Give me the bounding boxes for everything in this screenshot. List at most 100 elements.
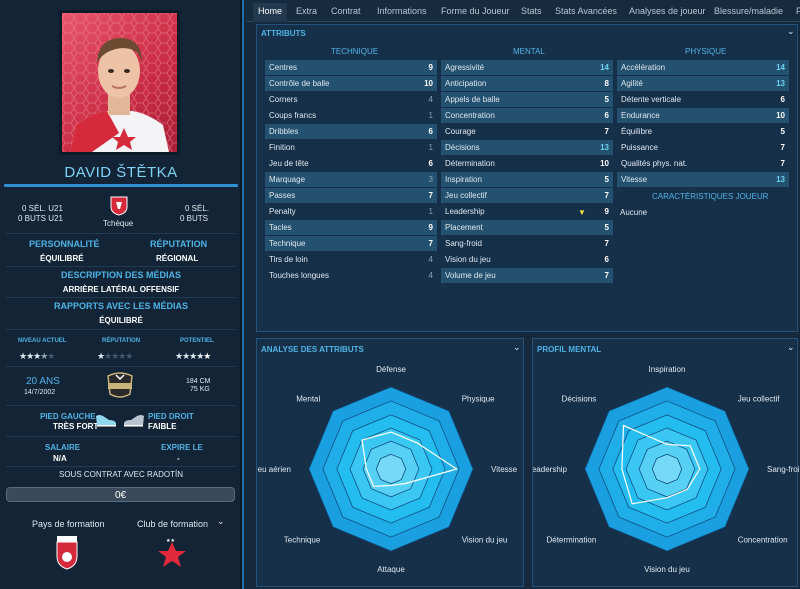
attribute-row[interactable]: Touches longues 4: [265, 268, 437, 283]
right-foot-label: PIED DROIT: [148, 412, 194, 421]
attribute-row[interactable]: Appels de balle 5: [441, 92, 613, 107]
attribute-row[interactable]: Placement 5: [441, 220, 613, 235]
attribute-name: Touches longues: [269, 271, 330, 280]
attribute-row[interactable]: Corners 4: [265, 92, 437, 107]
chevron-down-icon[interactable]: ⌄: [513, 342, 521, 352]
radar-ring: [651, 453, 683, 485]
expires-value: -: [177, 454, 180, 463]
attribute-value: 5: [604, 175, 609, 184]
attribute-row[interactable]: Finition 1: [265, 140, 437, 155]
attribute-row[interactable]: Penalty 1: [265, 204, 437, 219]
attribute-row[interactable]: Vision du jeu 6: [441, 252, 613, 267]
attribute-row[interactable]: Tacles 9: [265, 220, 437, 235]
attribute-row[interactable]: Coups francs 1: [265, 108, 437, 123]
attribute-row[interactable]: Endurance 10: [617, 108, 789, 123]
tab-player-form[interactable]: Forme du Joueur: [441, 6, 510, 16]
attribute-name: Finition: [269, 143, 295, 152]
radar-axis-label: Attaque: [377, 565, 405, 574]
attribute-row[interactable]: Technique 7: [265, 236, 437, 251]
attribute-row[interactable]: Vitesse 13: [617, 172, 789, 187]
tab-advanced-stats[interactable]: Stats Avancées: [555, 6, 617, 16]
attribute-row[interactable]: Volume de jeu 7: [441, 268, 613, 283]
attribute-name: Dribbles: [269, 127, 299, 136]
attribute-row[interactable]: Tirs de loin 4: [265, 252, 437, 267]
tab-extra[interactable]: Extra: [296, 6, 318, 16]
attribute-value: 4: [428, 95, 433, 104]
tab-contract[interactable]: Contrat: [331, 6, 361, 16]
attribute-row[interactable]: Équilibre 5: [617, 124, 789, 139]
attribute-name: Anticipation: [445, 79, 487, 88]
divider: [6, 266, 236, 267]
radar-axis-label: Mental: [296, 394, 320, 403]
tab-home[interactable]: Home: [258, 6, 283, 16]
facr-crest-icon[interactable]: [55, 536, 79, 575]
reputation-label: RÉPUTATION: [150, 239, 208, 249]
attribute-name: Contrôle de balle: [269, 79, 330, 88]
attribute-name: Accélération: [621, 63, 666, 72]
attribute-name: Détermination: [445, 159, 495, 168]
attribute-row[interactable]: Jeu collectif 7: [441, 188, 613, 203]
attribute-row[interactable]: Accélération 14: [617, 60, 789, 75]
attribute-row[interactable]: Centres 9: [265, 60, 437, 75]
training-country-label: Pays de formation: [32, 519, 105, 529]
attribute-value: 6: [428, 127, 433, 136]
attribute-name: Équilibre: [621, 127, 653, 136]
attribute-name: Centres: [269, 63, 298, 72]
attribute-name: Marquage: [269, 175, 306, 184]
attribute-row[interactable]: Détermination 10: [441, 156, 613, 171]
radar-axis-label: Jeu collectif: [738, 394, 781, 403]
chevron-down-icon[interactable]: ⌄: [217, 516, 225, 526]
attribute-row[interactable]: Puissance 7: [617, 140, 789, 155]
attribute-value: 7: [780, 159, 785, 168]
attribute-value: 14: [776, 63, 785, 72]
divider: [6, 297, 236, 298]
attribute-row[interactable]: Décisions 13: [441, 140, 613, 155]
attribute-value: 7: [604, 239, 609, 248]
attribute-row[interactable]: Sang-froid 7: [441, 236, 613, 251]
reputation-stars: ★★★★★: [97, 351, 133, 361]
attribute-name: Agressivité: [445, 63, 485, 72]
potential-ability-stars: ★★★★★: [175, 351, 211, 361]
attribute-value: 6: [780, 95, 785, 104]
tab-informations[interactable]: Informations: [377, 6, 427, 16]
czech-crest-icon[interactable]: [110, 196, 128, 221]
attribute-row[interactable]: Qualités phys. nat. 7: [617, 156, 789, 171]
attribute-value: 10: [600, 159, 609, 168]
attribute-row[interactable]: Courage 7: [441, 124, 613, 139]
attribute-row[interactable]: Détente verticale 6: [617, 92, 789, 107]
tab-more[interactable]: F: [796, 6, 800, 16]
slavia-star-icon[interactable]: ★★: [157, 536, 187, 577]
attribute-value: 6: [428, 159, 433, 168]
attribute-row[interactable]: Jeu de tête 6: [265, 156, 437, 171]
attribute-row[interactable]: Agilité 13: [617, 76, 789, 91]
attribute-row[interactable]: Passes 7: [265, 188, 437, 203]
club-logo-icon[interactable]: [104, 370, 136, 405]
attribute-row[interactable]: Leadership 9: [441, 204, 613, 219]
attribute-row[interactable]: Concentration 6: [441, 108, 613, 123]
attribute-row[interactable]: Inspiration 5: [441, 172, 613, 187]
attributes-title: ATTRIBUTS: [261, 29, 306, 38]
attribute-row[interactable]: Anticipation 8: [441, 76, 613, 91]
mental-profile-radar: Inspiration Jeu collectif Sang-froid Concen…: [533, 365, 799, 574]
active-tab-highlight: [253, 3, 287, 22]
attribute-name: Passes: [269, 191, 296, 200]
mental-profile-title: PROFIL MENTAL: [537, 345, 602, 354]
attribute-name: Coups francs: [269, 111, 317, 120]
attribute-row[interactable]: Dribbles 6: [265, 124, 437, 139]
attribute-row[interactable]: Agressivité 14: [441, 60, 613, 75]
attribute-row[interactable]: Marquage 3: [265, 172, 437, 187]
weight: 75 KG: [190, 386, 210, 393]
tab-player-analysis[interactable]: Analyses de joueur: [629, 6, 706, 16]
reputation-stars-label: RÉPUTATION: [102, 338, 141, 344]
chevron-down-icon[interactable]: ⌄: [787, 342, 795, 352]
value-bar[interactable]: 0€: [6, 487, 235, 502]
right-boot-icon: [123, 413, 145, 432]
attribute-value: 13: [600, 143, 609, 152]
tab-stats[interactable]: Stats: [521, 6, 542, 16]
salary-value: N/A: [53, 454, 67, 463]
tab-injury[interactable]: Blessure/maladie: [714, 6, 784, 16]
radar-axis-label: Technique: [284, 536, 321, 545]
attribute-row[interactable]: Contrôle de balle 10: [265, 76, 437, 91]
name-underline: [4, 184, 238, 187]
chevron-down-icon[interactable]: ⌄: [787, 26, 795, 36]
